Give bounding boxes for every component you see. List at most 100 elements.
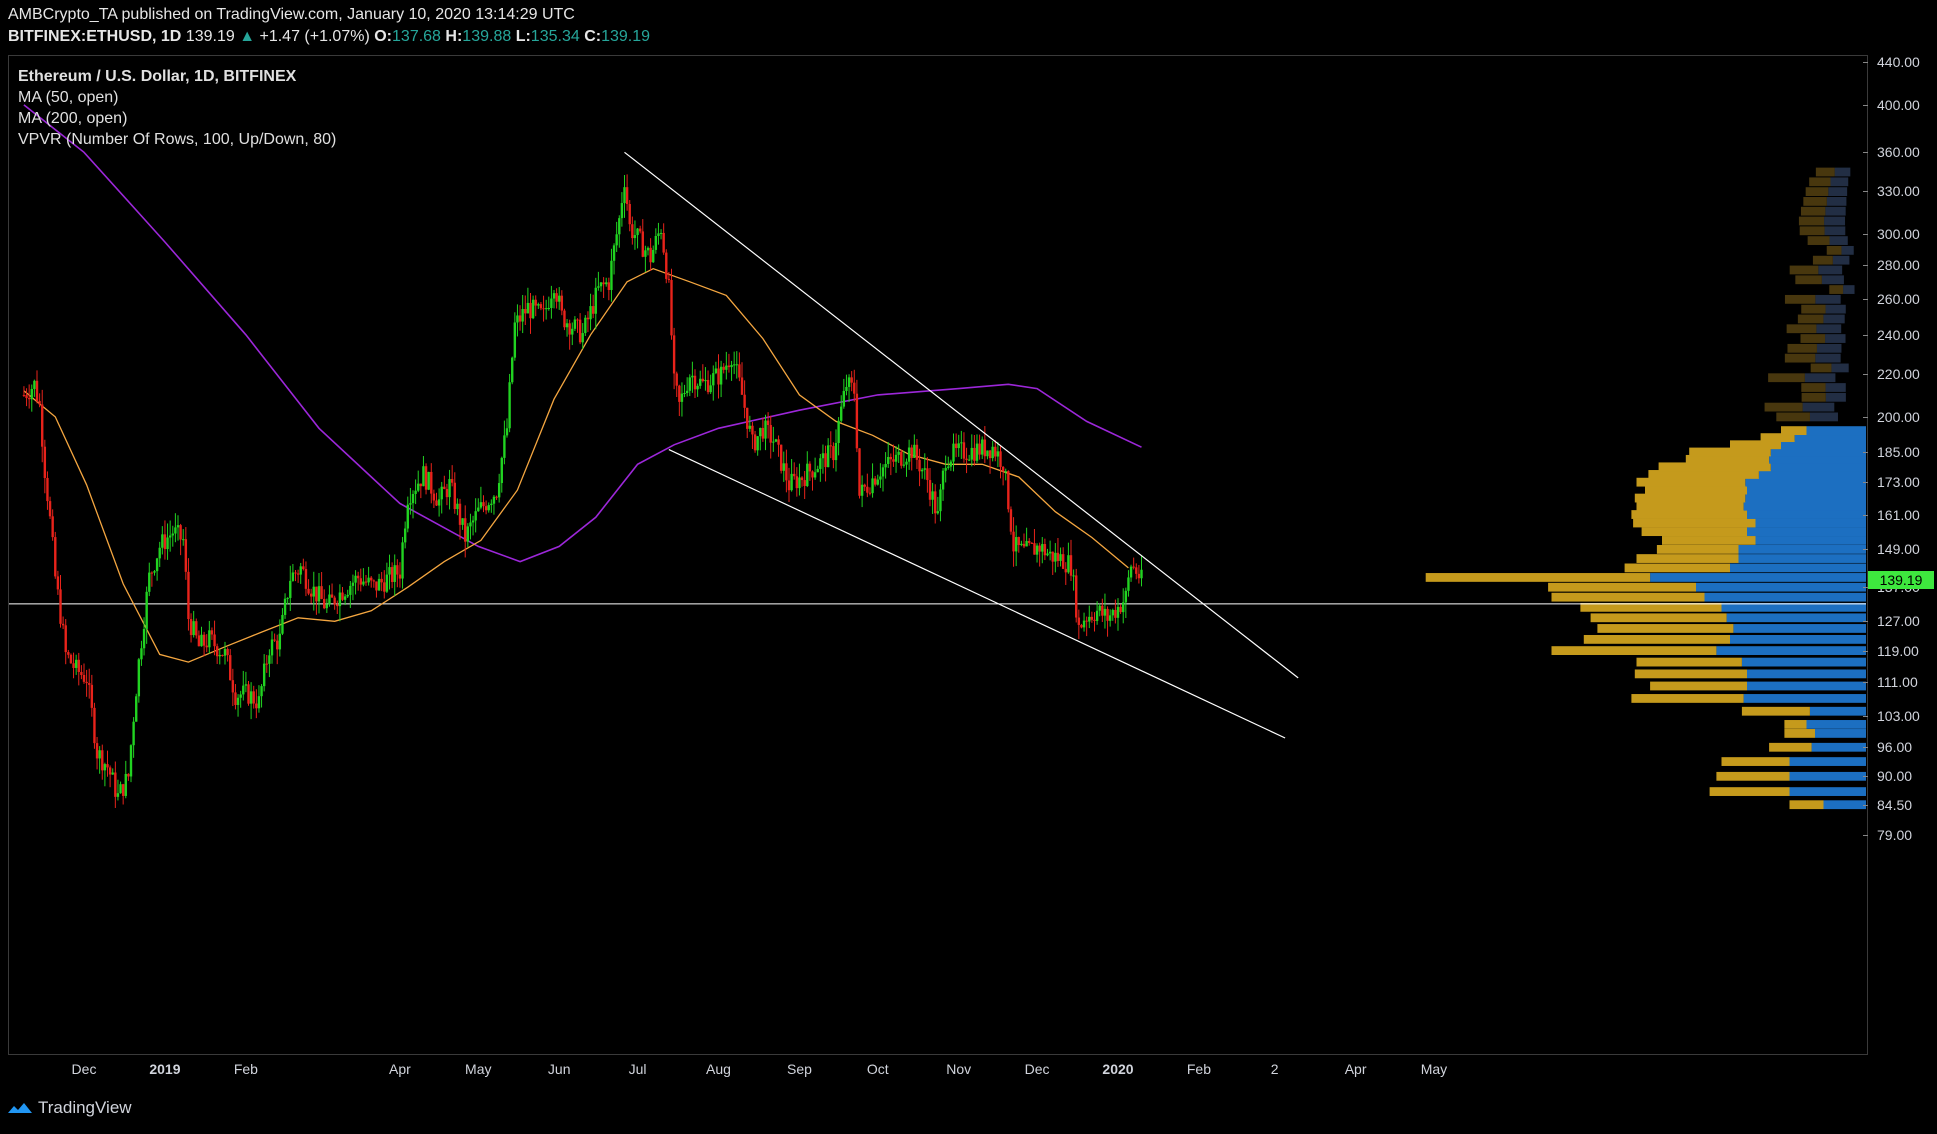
candle-body: [1122, 602, 1125, 613]
time-tick: Feb: [233, 1061, 258, 1077]
candle-body: [192, 621, 195, 636]
candle-body: [988, 450, 992, 459]
legend-ma50[interactable]: MA (50, open): [18, 89, 119, 106]
candle-body: [411, 493, 415, 504]
candle-body: [497, 483, 501, 498]
chart-pane[interactable]: [8, 55, 1868, 1055]
candle-body: [22, 394, 26, 396]
candle-body: [77, 659, 80, 672]
legend-vpvr[interactable]: VPVR (Number Of Rows, 100, Up/Down, 80): [18, 131, 337, 148]
vpvr-dim-down-bar: [1789, 265, 1819, 275]
candle-body: [978, 443, 981, 455]
candle-body: [137, 659, 141, 697]
candle-body: [837, 420, 840, 443]
vpvr-dim-up-bar: [1815, 294, 1841, 304]
candle-body: [205, 645, 208, 648]
candle-body: [576, 319, 579, 321]
candle-body: [145, 591, 148, 629]
candle-body: [396, 565, 399, 575]
vpvr-down-bar: [1721, 757, 1790, 766]
vpvr-down-bar: [1590, 613, 1727, 623]
candle-body: [934, 491, 937, 514]
candle-body: [148, 572, 151, 592]
candle-body: [868, 492, 872, 494]
candle-body: [208, 630, 211, 648]
candle-body: [43, 446, 47, 478]
candle-body: [1001, 466, 1005, 472]
candle-body: [970, 447, 973, 460]
candle-body: [140, 648, 143, 660]
vpvr-dim-up-bar: [1823, 314, 1845, 324]
candle-body: [456, 503, 459, 510]
candle-body: [484, 506, 488, 511]
candle-body: [448, 479, 451, 498]
candle-body: [725, 365, 728, 370]
candle-body: [226, 648, 229, 656]
candle-body: [615, 234, 618, 246]
candle-body: [98, 750, 101, 759]
candle-body: [555, 293, 558, 302]
price-scale[interactable]: 440.00 400.00 360.00 330.00 300.00 280.00 260.…: [1863, 54, 1920, 843]
candle-body: [657, 233, 660, 236]
candle-body: [171, 533, 174, 536]
candle-body: [1012, 531, 1015, 552]
candle-body: [597, 286, 600, 288]
candle-body: [262, 663, 266, 687]
candle-body: [56, 576, 60, 590]
vpvr-up-bar: [1743, 694, 1866, 703]
candle-body: [766, 420, 770, 426]
candle-body: [1119, 606, 1122, 613]
candle-body: [351, 582, 355, 586]
candle-body: [672, 335, 676, 374]
candle-body: [388, 567, 391, 575]
candle-body: [430, 471, 433, 494]
candle-body: [323, 598, 326, 609]
vpvr-up-bar: [1789, 771, 1866, 781]
candle-body: [281, 614, 284, 634]
candle-body: [803, 480, 806, 486]
candle-body: [954, 443, 958, 449]
candle-body: [383, 582, 386, 592]
candle-body: [571, 328, 574, 335]
candle-body: [790, 473, 793, 491]
vpvr-dim-down-bar: [1798, 216, 1825, 226]
candle-body: [944, 467, 947, 471]
candle-body: [268, 655, 271, 664]
vpvr-up-bar: [1815, 729, 1866, 738]
candle-body: [584, 317, 587, 334]
candle-body: [435, 500, 438, 506]
candle-body: [464, 518, 467, 542]
candle-body: [1059, 554, 1062, 561]
candle-body: [1046, 553, 1049, 556]
candle-body: [1043, 544, 1047, 556]
candle-body: [670, 279, 673, 336]
candle-body: [129, 745, 133, 777]
vpvr-down-bar: [1583, 634, 1730, 644]
candle-body: [537, 304, 540, 306]
vpvr-down-bar: [1551, 592, 1705, 602]
candle-body: [93, 707, 96, 744]
candle-body: [260, 686, 263, 697]
candle-body: [544, 308, 548, 310]
brand-label: TradingView: [38, 1098, 132, 1117]
candle-body: [101, 750, 104, 771]
candle-body: [503, 435, 506, 458]
tradingview-logo-icon: [8, 1103, 32, 1113]
candle-body: [1017, 537, 1020, 546]
candle-body: [620, 203, 624, 219]
candle-body: [1030, 542, 1034, 544]
candle-body: [675, 373, 678, 386]
candle-body: [646, 247, 650, 251]
candle-body: [610, 260, 613, 290]
candle-body: [636, 228, 639, 236]
vpvr-dim-down-bar: [1795, 275, 1822, 285]
candle-body: [215, 646, 219, 657]
legend-ma200[interactable]: MA (200, open): [18, 110, 128, 127]
candle-body: [401, 542, 404, 579]
candle-body: [302, 566, 305, 570]
vpvr-down-bar: [1769, 742, 1812, 752]
vpvr-up-bar: [1747, 485, 1866, 495]
vpvr-down-bar: [1641, 527, 1747, 537]
candle-body: [184, 539, 188, 572]
